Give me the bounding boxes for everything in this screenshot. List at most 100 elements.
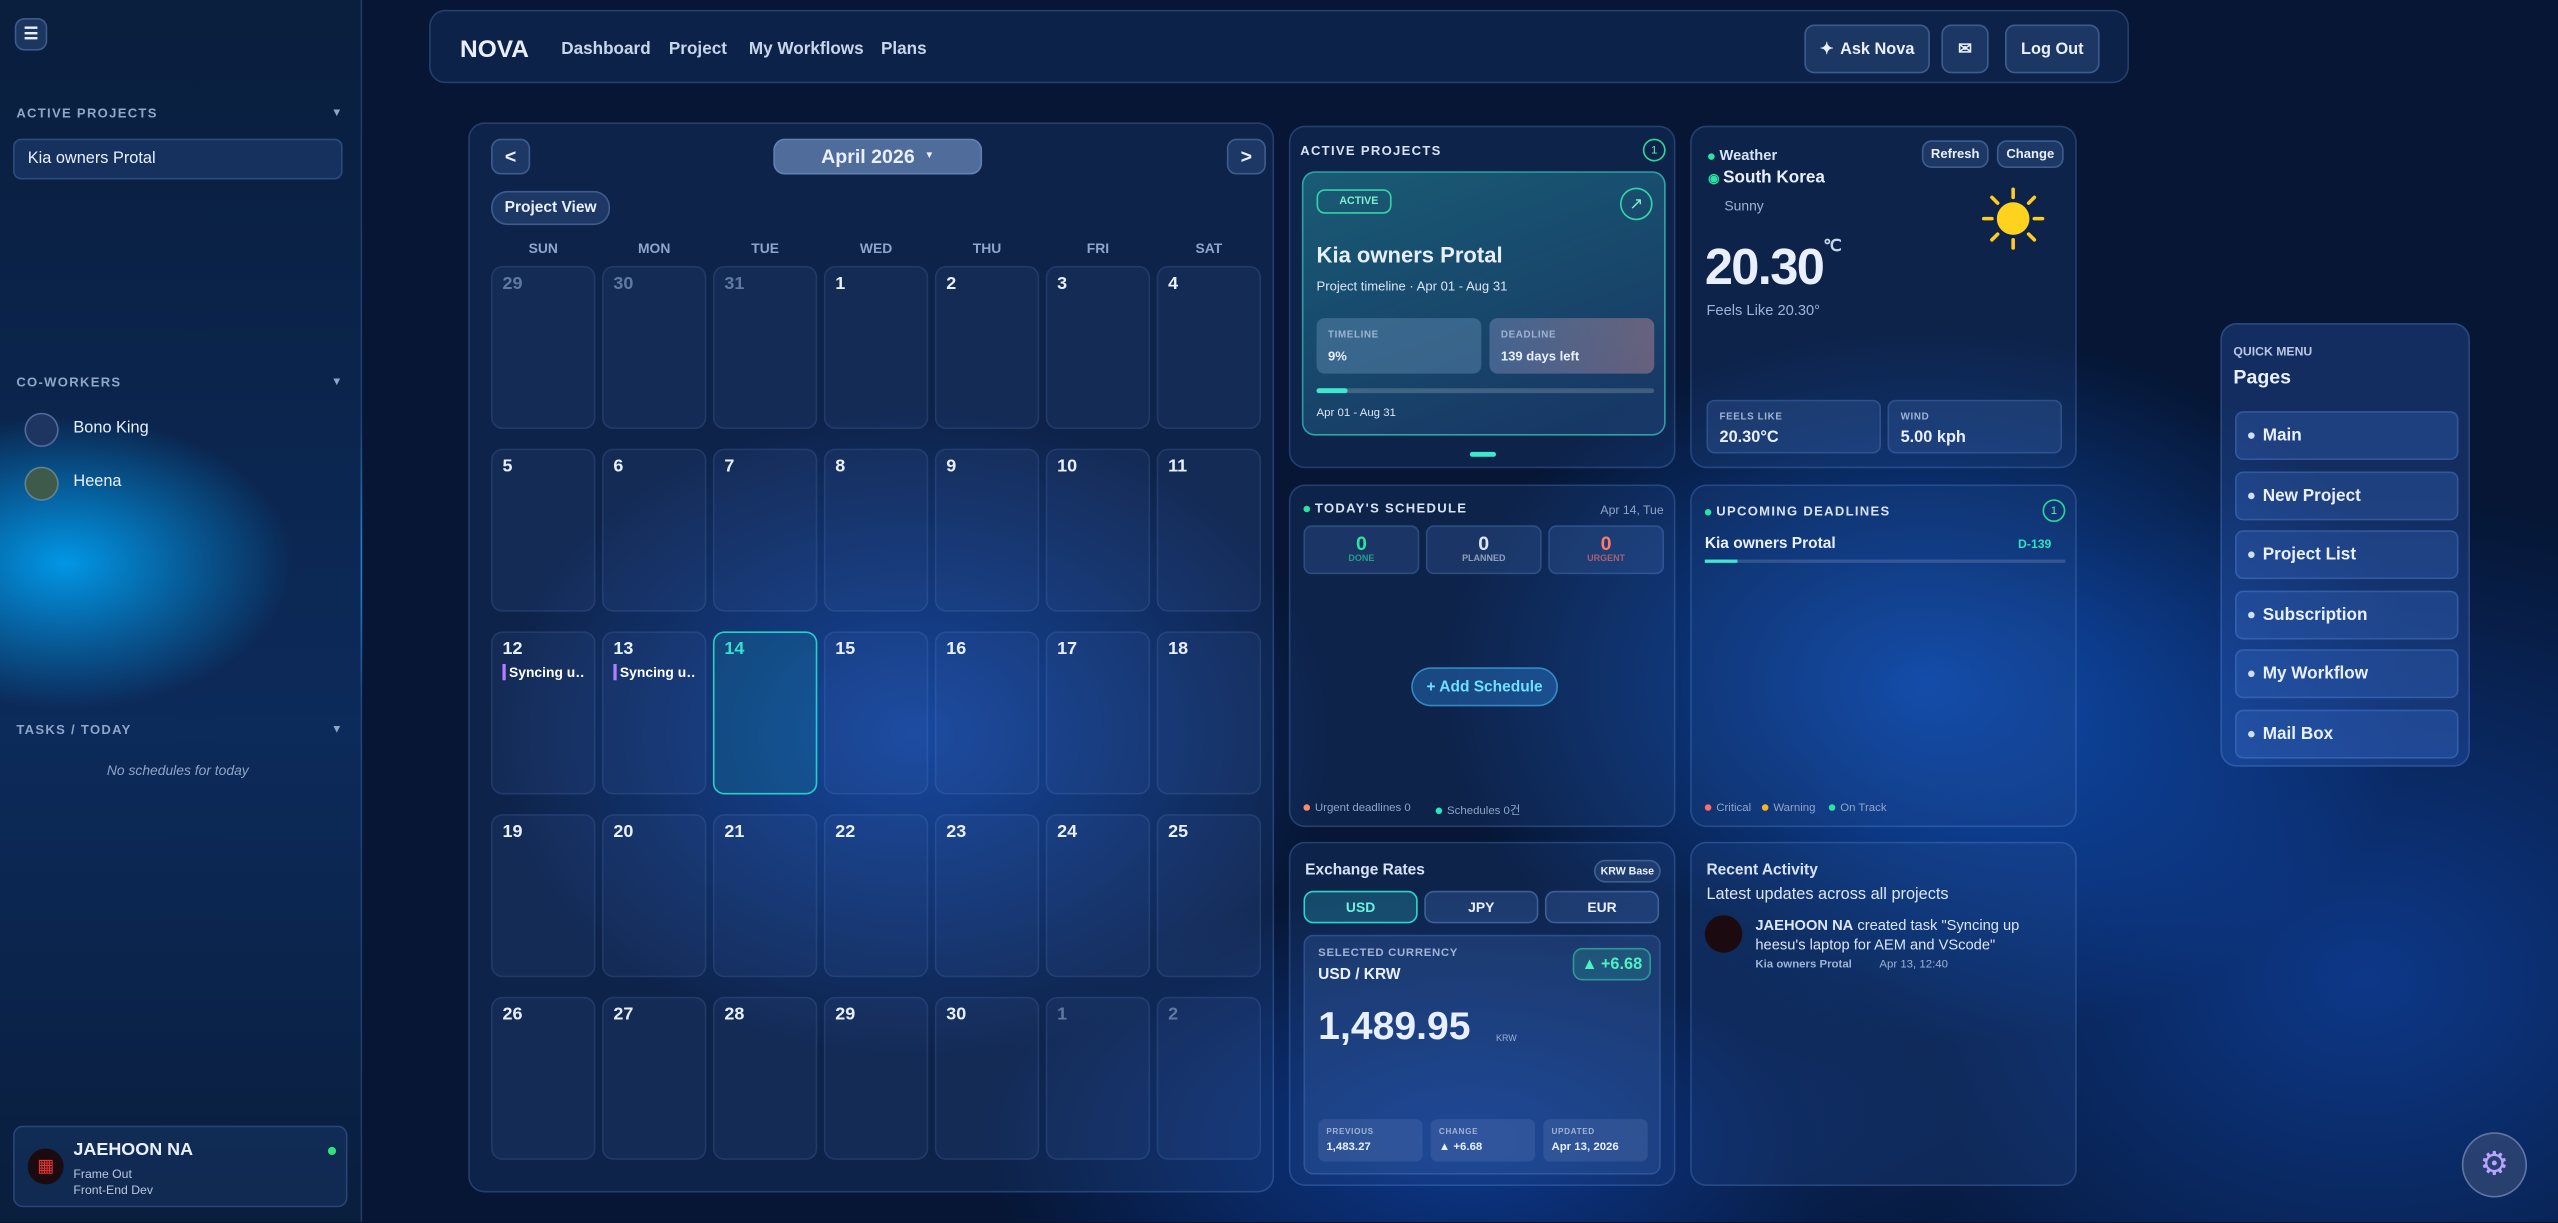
menu-item[interactable]: Mail Box — [2235, 708, 2459, 758]
text: Urgent deadlines 0 — [1314, 802, 1411, 815]
currency-tab[interactable]: EUR — [1544, 890, 1660, 924]
change-button[interactable]: Change — [1996, 140, 2064, 169]
weekday: THU — [972, 239, 1002, 257]
day-number: 14 — [724, 639, 745, 660]
day-cell[interactable]: 15 — [823, 631, 929, 795]
mail-button[interactable]: ✉ — [1941, 24, 1989, 74]
day-cell[interactable]: 28 — [712, 996, 818, 1160]
caret: ▼ — [331, 724, 343, 736]
day-cell[interactable]: 21 — [712, 814, 818, 978]
day-cell[interactable]: 8 — [823, 448, 929, 612]
day-cell[interactable]: 20 — [601, 814, 707, 978]
panel-title: UPCOMING DEADLINES — [1704, 504, 1891, 519]
quick-menu: QUICK MENU Pages Main New Project Project … — [2220, 323, 2470, 767]
user-name: JAEHOON NA — [73, 1140, 194, 1160]
menu-button[interactable]: ☰ — [14, 17, 48, 51]
day-cell[interactable]: 29 — [491, 265, 596, 430]
day-cell[interactable]: 30 — [934, 996, 1040, 1160]
pair: USD / KRW — [1318, 965, 1401, 984]
day-cell[interactable]: 1 — [823, 265, 929, 430]
project-item[interactable]: Kia owners Protal — [13, 138, 343, 180]
nav-link[interactable]: Plans — [880, 39, 927, 59]
weekday: TUE — [751, 239, 779, 257]
section-title: TASKS / TODAY — [16, 722, 132, 738]
schedule-stat: 0 DONE — [1303, 525, 1420, 575]
dot — [1761, 804, 1769, 811]
open-button[interactable]: ↗ — [1619, 187, 1653, 221]
day-cell[interactable]: 16 — [934, 631, 1040, 795]
arrow: ▲ — [1581, 955, 1598, 974]
count-badge: 1 — [2042, 499, 2066, 523]
day-cell[interactable]: 27 — [601, 996, 707, 1160]
day-cell[interactable]: 13 Syncing u… — [601, 631, 707, 795]
event[interactable]: Syncing u… — [613, 663, 695, 681]
temperature: 20.30℃ — [1704, 238, 1842, 297]
nav-link[interactable]: Dashboard — [561, 39, 651, 59]
day-cell[interactable]: 1 — [1045, 996, 1151, 1160]
day-cell[interactable]: 5 — [491, 448, 596, 612]
view-button[interactable]: Project View — [491, 190, 611, 226]
day-cell[interactable]: 11 — [1156, 448, 1262, 612]
day-cell[interactable]: 3 — [1045, 265, 1151, 430]
day-cell[interactable]: 30 — [601, 265, 707, 430]
settings-button[interactable]: ⚙ — [2461, 1132, 2528, 1198]
detail-box: CHANGE ▲ +6.68 — [1430, 1119, 1536, 1162]
logout-button[interactable]: Log Out — [2004, 24, 2100, 74]
day-cell[interactable]: 22 — [823, 814, 929, 978]
timeline-box: TIMELINE 9% — [1316, 318, 1482, 374]
currency-tab[interactable]: JPY — [1424, 890, 1539, 924]
coworker-name[interactable]: Heena — [73, 473, 122, 492]
day-cell[interactable]: 26 — [491, 996, 596, 1160]
user-card: ▦ JAEHOON NA Frame Out Front-End Dev — [13, 1125, 348, 1208]
project-card[interactable]: ACTIVE ↗ Kia owners Protal Project timel… — [1301, 171, 1666, 436]
day-cell[interactable]: 10 — [1045, 448, 1151, 612]
day-cell[interactable]: 23 — [934, 814, 1040, 978]
day-cell[interactable]: 25 — [1156, 814, 1262, 978]
nav-link[interactable]: Project — [668, 39, 727, 59]
deadline-box: DEADLINE 139 days left — [1489, 318, 1655, 374]
label: PLANNED — [1462, 554, 1506, 565]
deadline-name[interactable]: Kia owners Protal — [1704, 535, 1836, 554]
ask-button[interactable]: ✦ Ask Nova — [1804, 24, 1930, 74]
day-number: 2 — [946, 274, 957, 294]
menu-item[interactable]: Project List — [2235, 530, 2459, 580]
menu-item[interactable]: Subscription — [2235, 589, 2459, 639]
coworker-name[interactable]: Bono King — [73, 419, 149, 438]
day-cell[interactable]: 4 — [1156, 265, 1262, 430]
day-cell[interactable]: 14 — [712, 631, 818, 795]
day-cell[interactable]: 9 — [934, 448, 1040, 612]
menu-item[interactable]: New Project — [2235, 470, 2459, 520]
currency-tab[interactable]: USD — [1303, 890, 1418, 924]
add-schedule-button[interactable]: + Add Schedule — [1411, 667, 1558, 707]
menu-item[interactable]: My Workflow — [2235, 649, 2459, 699]
day-cell[interactable]: 2 — [1156, 996, 1262, 1160]
day-number: 20 — [613, 822, 634, 842]
nav-link[interactable]: My Workflows — [748, 39, 864, 59]
day-cell[interactable]: 18 — [1156, 631, 1262, 795]
menu-item[interactable]: Main — [2235, 411, 2459, 461]
day-cell[interactable]: 2 — [934, 265, 1040, 430]
panel-title: Recent Activity — [1706, 861, 1818, 880]
rate: 1,489.95 — [1318, 1004, 1471, 1049]
avatar — [24, 466, 59, 501]
progress-bar — [1316, 388, 1347, 394]
day-cell[interactable]: 17 — [1045, 631, 1151, 795]
event[interactable]: Syncing u… — [502, 663, 584, 681]
prev-button[interactable]: < — [491, 138, 531, 175]
pager-dot[interactable] — [1469, 451, 1496, 457]
condition: Sunny — [1724, 197, 1764, 214]
day-cell[interactable]: 7 — [712, 448, 818, 612]
refresh-button[interactable]: Refresh — [1921, 140, 1989, 169]
day-cell[interactable]: 19 — [491, 814, 596, 978]
day-cell[interactable]: 24 — [1045, 814, 1151, 978]
day-cell[interactable]: 31 — [712, 265, 818, 430]
next-button[interactable]: > — [1226, 138, 1266, 175]
day-cell[interactable]: 6 — [601, 448, 707, 612]
temp: 20.30 — [1704, 238, 1825, 296]
day-cell[interactable]: 29 — [823, 996, 929, 1160]
month-picker[interactable]: April 2026 ▼ — [773, 138, 983, 175]
progress-track — [1316, 388, 1655, 394]
day-cell[interactable]: 12 Syncing u… — [491, 631, 596, 795]
weekday: WED — [859, 239, 893, 257]
